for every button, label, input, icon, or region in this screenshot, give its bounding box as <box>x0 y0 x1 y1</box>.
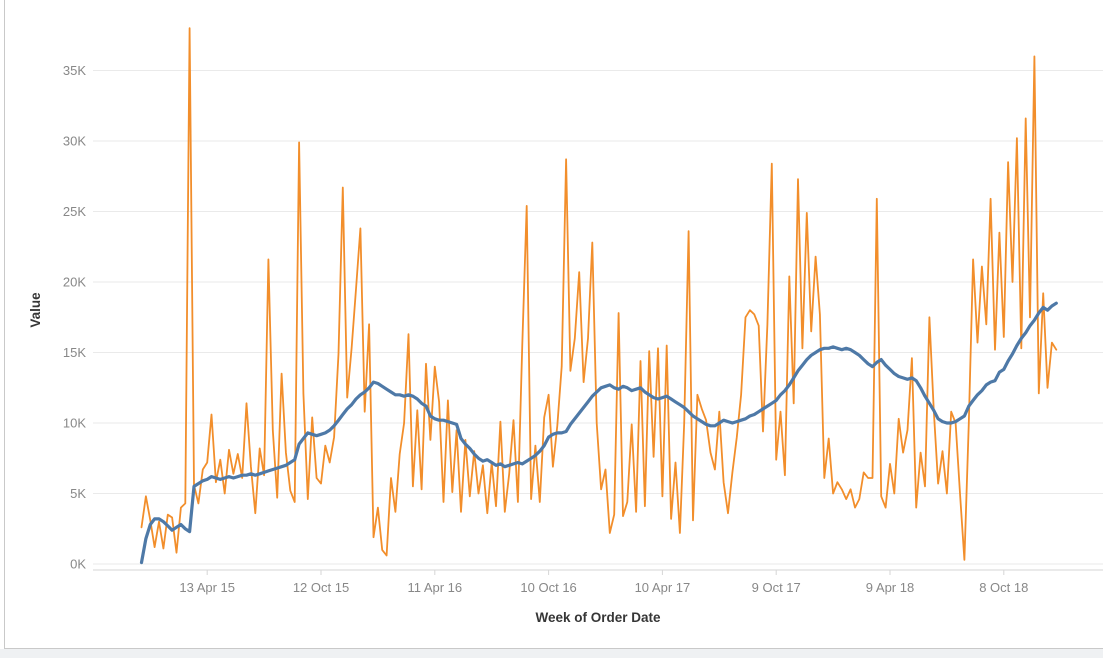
x-tick-marks <box>206 570 1005 575</box>
y-tick-label-30K: 30K <box>63 134 86 149</box>
x-tick-label-12-Oct-15: 12 Oct 15 <box>293 580 349 595</box>
y-axis-tick-labels: 0K 5K 10K 15K 20K 25K 30K 35K <box>63 63 86 572</box>
window-bottom-border <box>4 648 1103 649</box>
x-tick-label-11-Apr-16: 11 Apr 16 <box>407 580 462 595</box>
x-tick-label-8-Oct-18: 8 Oct 18 <box>979 580 1028 595</box>
gridlines <box>93 70 1103 565</box>
x-tick-label-9-Apr-18: 9 Apr 18 <box>866 580 914 595</box>
x-axis-tick-labels: 13 Apr 15 12 Oct 15 11 Apr 16 10 Oct 16 10 A… <box>179 580 1028 595</box>
y-axis-title: Value <box>28 292 43 328</box>
blue-line-series[interactable] <box>139 301 1058 565</box>
window-left-border <box>4 0 5 648</box>
y-tick-label-0K: 0K <box>70 557 86 572</box>
y-tick-label-15K: 15K <box>63 345 86 360</box>
y-tick-label-10K: 10K <box>63 416 86 431</box>
x-tick-label-10-Apr-17: 10 Apr 17 <box>635 580 691 595</box>
x-tick-label-10-Oct-16: 10 Oct 16 <box>520 580 576 595</box>
x-axis-title: Week of Order Date <box>535 610 661 625</box>
x-tick-label-13-Apr-15: 13 Apr 15 <box>179 580 235 595</box>
orange-line-series[interactable] <box>140 27 1058 561</box>
y-tick-label-5K: 5K <box>70 486 86 501</box>
window-footer-strip <box>0 649 1103 658</box>
y-tick-label-20K: 20K <box>63 275 86 290</box>
y-tick-label-35K: 35K <box>63 63 86 78</box>
x-tick-label-9-Oct-17: 9 Oct 17 <box>752 580 801 595</box>
y-tick-label-25K: 25K <box>63 204 86 219</box>
